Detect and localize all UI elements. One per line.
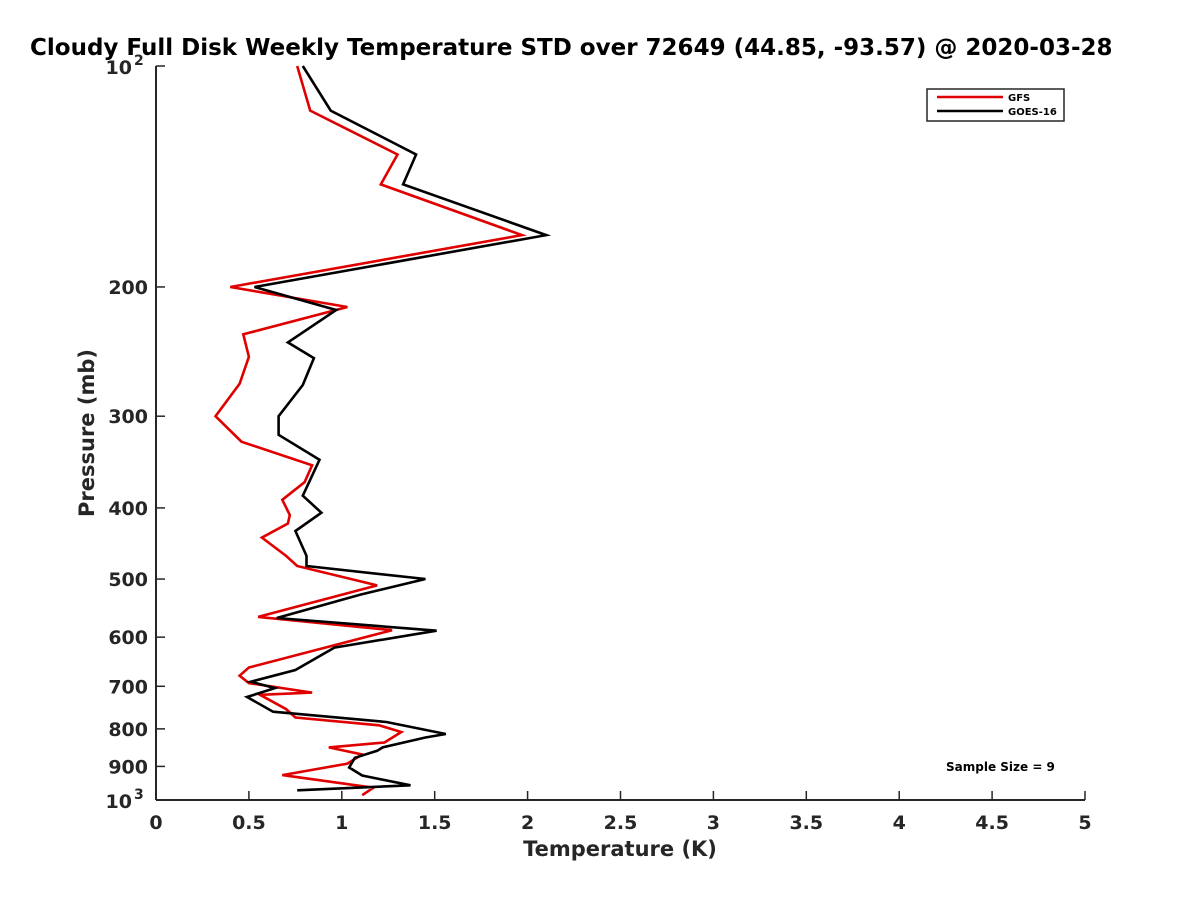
x-tick-label: 0.5 [232, 812, 266, 834]
y-tick-label: 300 [108, 406, 148, 428]
sample-size-annotation: Sample Size = 9 [946, 760, 1055, 774]
x-tick-label: 1.5 [418, 812, 452, 834]
y-tick-label: 500 [108, 569, 148, 591]
legend-label: GOES-16 [1008, 107, 1057, 118]
legend-label: GFS [1008, 93, 1030, 104]
series-lines [213, 65, 552, 797]
y-tick-label: 800 [108, 719, 148, 741]
x-tick-label: 3 [707, 812, 720, 834]
x-tick-label: 3.5 [789, 812, 823, 834]
x-tick-label: 4.5 [975, 812, 1009, 834]
y-tick-label-base: 10 [106, 57, 132, 79]
x-axis-ticks: 0 0.5 1 1.5 2 2.5 3 3.5 4 4.5 5 [149, 791, 1092, 834]
x-tick-label: 1 [335, 812, 348, 834]
x-axis-title: Temperature (K) [523, 837, 717, 861]
y-tick-label: 700 [108, 676, 148, 698]
y-tick-label-exponent: 2 [134, 53, 144, 69]
series-line-gfs [213, 65, 528, 797]
y-tick-label: 600 [108, 627, 148, 649]
y-tick-label: 200 [108, 277, 148, 299]
y-tick-label: 900 [108, 756, 148, 778]
y-axis-title: Pressure (mb) [75, 349, 99, 517]
x-tick-label: 0 [149, 812, 162, 834]
legend-box [926, 88, 1065, 122]
x-tick-label: 2 [521, 812, 534, 834]
x-tick-label: 4 [893, 812, 906, 834]
x-tick-label: 2.5 [604, 812, 638, 834]
x-tick-label: 5 [1078, 812, 1091, 834]
legend: GFS GOES-16 [926, 88, 1065, 122]
y-tick-label: 400 [108, 498, 148, 520]
y-tick-label-base: 10 [106, 791, 132, 813]
chart-title: Cloudy Full Disk Weekly Temperature STD … [30, 35, 1113, 61]
y-tick-label-exponent: 3 [134, 787, 144, 803]
series-line-goes-16 [243, 65, 552, 792]
plot-area: 0 0.5 1 1.5 2 2.5 3 3.5 4 4.5 5 10 2200300400500600… [106, 53, 1092, 834]
